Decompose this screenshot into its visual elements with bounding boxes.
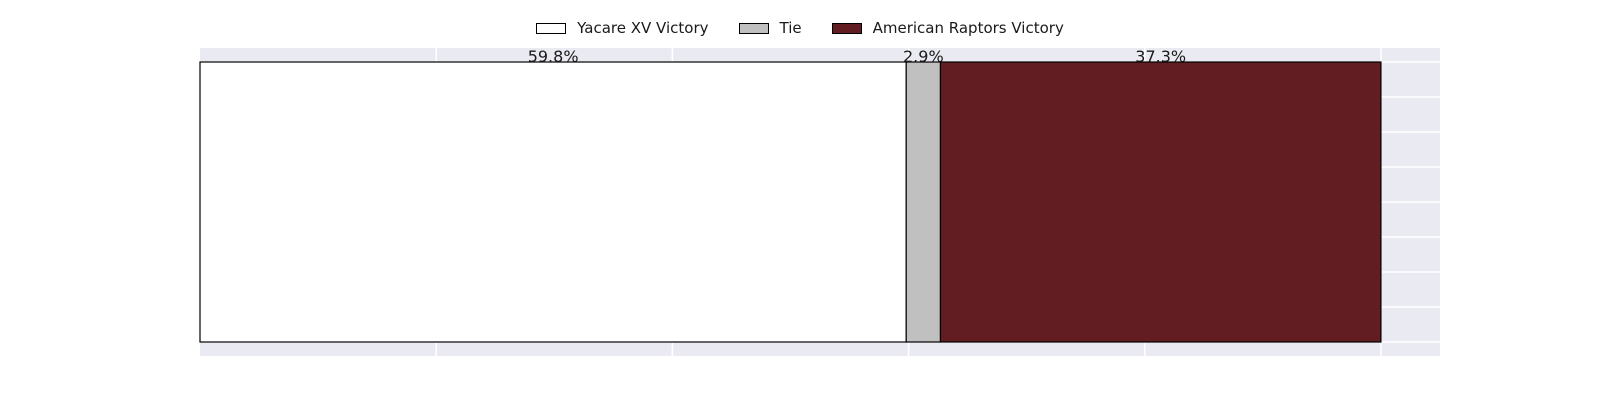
legend-label-tie: Tie [779, 19, 802, 37]
bar-segment-0 [199, 61, 907, 343]
legend-label-raptors: American Raptors Victory [872, 19, 1064, 37]
legend-swatch-yacare [536, 22, 567, 34]
legend-item-tie: Tie [738, 19, 802, 37]
legend: Yacare XV Victory Tie American Raptors V… [0, 16, 1600, 40]
legend-item-raptors: American Raptors Victory [831, 19, 1064, 37]
legend-swatch-raptors [831, 22, 862, 34]
bar-segment-2 [939, 61, 1382, 343]
data-label-2: 37.3% [1135, 47, 1186, 66]
bar-segment-1 [905, 61, 942, 343]
data-label-0: 59.8% [528, 47, 579, 66]
legend-swatch-tie [738, 22, 769, 34]
legend-label-yacare: Yacare XV Victory [577, 19, 709, 37]
legend-item-yacare: Yacare XV Victory [536, 19, 709, 37]
data-label-1: 2.9% [903, 47, 944, 66]
